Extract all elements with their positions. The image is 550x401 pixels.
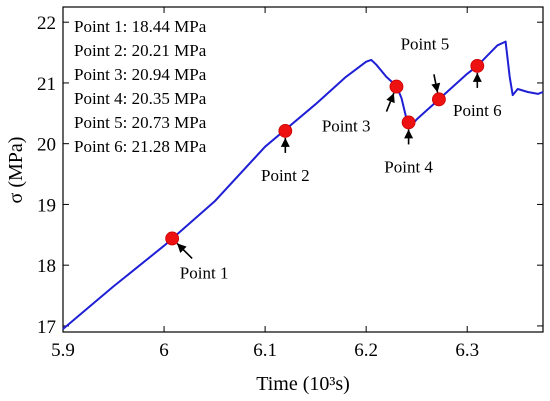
plot-frame (62, 6, 544, 333)
legend-line-2: Point 2: 20.21 MPa (74, 41, 207, 60)
point-marker (389, 79, 404, 94)
point-marker (278, 124, 293, 138)
annotation-arrow-head (386, 93, 395, 104)
y-axis-ticks: 17 18 19 20 21 22 (37, 13, 543, 338)
x-tick-label: 6.2 (354, 340, 378, 361)
point-label: Point 4 (384, 157, 433, 176)
legend-line-4: Point 4: 20.35 MPa (74, 89, 207, 108)
point-marker (470, 59, 485, 73)
point-label: Point 2 (261, 166, 310, 185)
legend-line-6: Point 6: 21.28 MPa (74, 137, 207, 156)
point-label: Point 3 (322, 117, 371, 136)
y-tick-label: 20 (37, 135, 56, 156)
y-tick-label: 18 (37, 256, 56, 277)
x-tick-label: 6.3 (455, 340, 479, 361)
annotation-arrow-head (177, 243, 187, 253)
point-marker (432, 92, 446, 107)
annotation-arrow-head (431, 82, 441, 93)
y-tick-label: 22 (37, 13, 56, 34)
value-legend: Point 1: 18.44 MPa Point 2: 20.21 MPa Po… (74, 17, 207, 156)
point-marker (165, 231, 180, 246)
points-layer: Point 1 Point 2 Point 3 Point 4 Point 5 Point… (165, 34, 502, 282)
point-label: Point 6 (453, 101, 502, 120)
x-tick-label: 6 (159, 340, 169, 361)
y-axis-label: σ (MPa) (5, 137, 27, 204)
annotation-arrow-head (404, 129, 414, 139)
annotation-arrow-head (472, 72, 482, 82)
series-layer (62, 40, 544, 330)
legend-line-5: Point 5: 20.73 MPa (74, 113, 207, 132)
y-tick-label: 21 (37, 74, 56, 95)
point-marker (401, 115, 416, 130)
annotation-arrow-head (280, 137, 290, 147)
y-tick-label: 17 (37, 317, 56, 338)
x-tick-label: 6.1 (253, 340, 277, 361)
stress-series-line (62, 40, 544, 330)
x-axis-label: Time (10³s) (256, 373, 350, 395)
legend-line-3: Point 3: 20.94 MPa (74, 65, 207, 84)
legend-line-1: Point 1: 18.44 MPa (74, 17, 207, 36)
point-label: Point 5 (401, 34, 450, 53)
x-tick-label: 5.9 (51, 340, 75, 361)
point-label: Point 1 (180, 263, 229, 282)
x-axis-ticks: 5.9 6 6.1 6.2 6.3 (51, 7, 479, 361)
y-tick-label: 19 (37, 195, 56, 216)
